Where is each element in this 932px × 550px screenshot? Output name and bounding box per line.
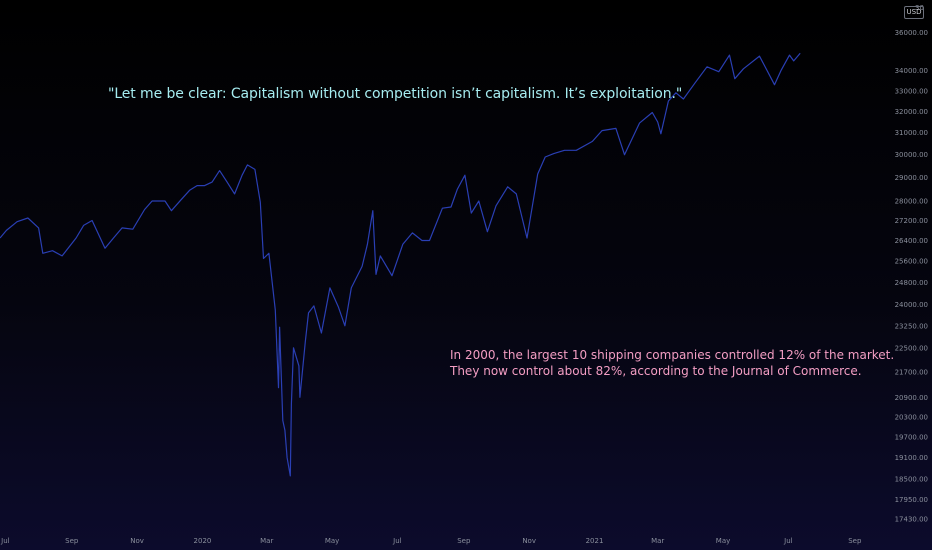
note-line-2: They now control about 82%, according to… xyxy=(450,364,862,378)
x-tick-label: Mar xyxy=(651,537,664,545)
price-series-line xyxy=(0,52,801,477)
x-tick-label: Sep xyxy=(457,537,471,545)
y-tick-label: 25600.00 xyxy=(895,258,928,266)
quote-annotation: "Let me be clear: Capitalism without com… xyxy=(108,86,683,102)
y-tick-label: 33000.00 xyxy=(895,87,928,95)
y-tick-label: 21700.00 xyxy=(895,369,928,377)
y-tick-label: 24000.00 xyxy=(895,301,928,309)
shipping-note-annotation: In 2000, the largest 10 shipping compani… xyxy=(450,347,894,379)
y-tick-label: 18500.00 xyxy=(895,476,928,484)
y-tick-label: 20900.00 xyxy=(895,394,928,402)
x-tick-label: 2020 xyxy=(194,537,212,545)
y-tick-label: 22500.00 xyxy=(895,344,928,352)
y-tick-label: 34000.00 xyxy=(895,67,928,75)
x-axis: Jul Sep Nov 2020 Mar May Jul Sep Nov 2021 Mar May Ju… xyxy=(0,537,862,545)
x-tick-label: May xyxy=(716,537,730,545)
y-tick-label: 23250.00 xyxy=(895,322,928,330)
x-tick-label: May xyxy=(325,537,339,545)
y-tick-label: 19100.00 xyxy=(895,454,928,462)
note-line-1: In 2000, the largest 10 shipping compani… xyxy=(450,348,895,362)
y-tick-label: 27200.00 xyxy=(895,217,928,225)
y-tick-label: 36000.00 xyxy=(895,29,928,37)
y-tick-label: 32000.00 xyxy=(895,108,928,116)
y-tick-label: 30000.00 xyxy=(895,151,928,159)
currency-badge[interactable]: USD xyxy=(904,6,924,19)
top-price-label-fragment: 30 xyxy=(915,4,924,12)
x-tick-label: Jul xyxy=(783,537,793,545)
x-tick-label: Sep xyxy=(65,537,79,545)
y-axis: 36000.00 34000.00 33000.00 32000.00 31000.00… xyxy=(895,29,928,524)
x-tick-label: Jul xyxy=(0,537,10,545)
y-tick-label: 26400.00 xyxy=(895,237,928,245)
x-tick-label: Jul xyxy=(392,537,402,545)
y-tick-label: 20300.00 xyxy=(895,413,928,421)
y-tick-label: 19700.00 xyxy=(895,433,928,441)
x-tick-label: Nov xyxy=(522,537,536,545)
y-tick-label: 17430.00 xyxy=(895,516,928,524)
y-tick-label: 24800.00 xyxy=(895,279,928,287)
y-tick-label: 17950.00 xyxy=(895,496,928,504)
y-tick-label: 29000.00 xyxy=(895,174,928,182)
x-tick-label: Mar xyxy=(260,537,273,545)
y-tick-label: 31000.00 xyxy=(895,129,928,137)
x-tick-label: Nov xyxy=(130,537,144,545)
x-tick-label: 2021 xyxy=(586,537,604,545)
y-tick-label: 28000.00 xyxy=(895,198,928,206)
x-tick-label: Sep xyxy=(848,537,862,545)
